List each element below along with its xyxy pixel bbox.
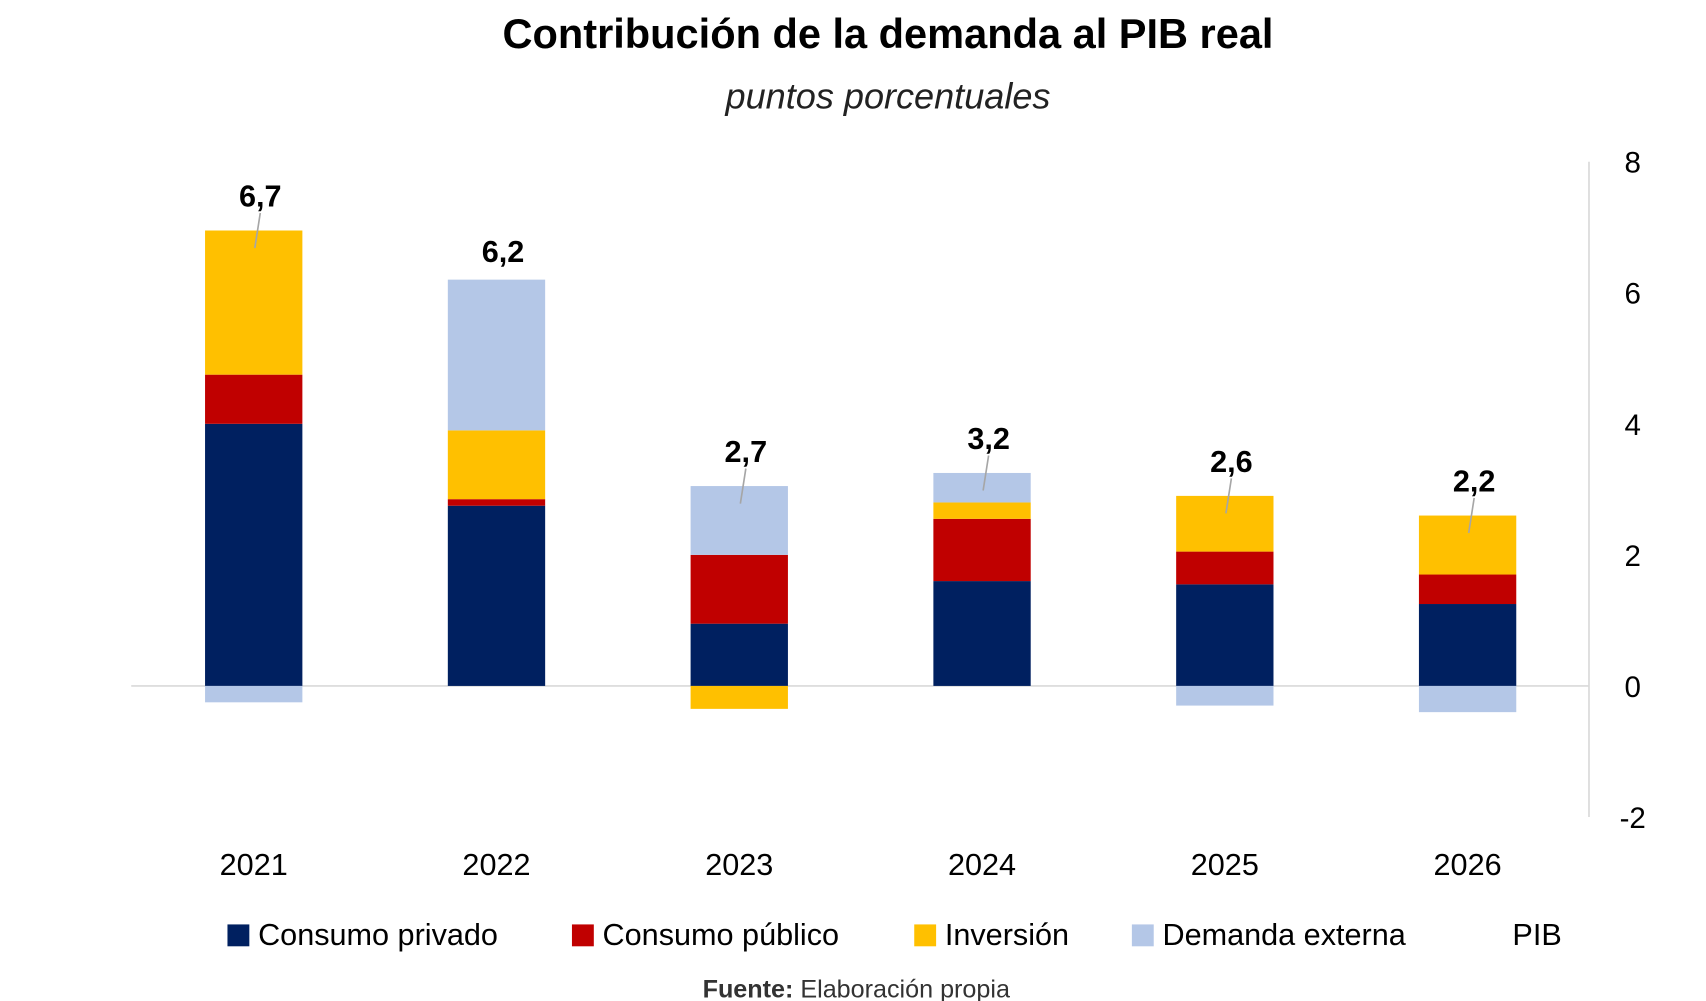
y-tick-label: 4 xyxy=(1625,409,1641,442)
legend-swatch xyxy=(571,924,594,947)
y-tick-label: -2 xyxy=(1620,802,1646,835)
pib-data-label: 6,7 xyxy=(239,179,282,213)
bar-segment-inversi-n xyxy=(447,430,546,500)
bar-segment-demanda-externa xyxy=(1418,685,1517,713)
legend: Consumo privado Consumo público Inversión D… xyxy=(227,918,1562,952)
legend-label: Inversión xyxy=(945,918,1069,952)
pib-data-label: 3,2 xyxy=(967,422,1010,456)
legend-label: PIB xyxy=(1512,918,1561,952)
pib-data-label: 2,6 xyxy=(1210,445,1253,479)
bar-segment-demanda-externa xyxy=(933,472,1031,503)
bar-segment-consumo-p-blico xyxy=(690,554,788,624)
bar-segment-inversi-n xyxy=(690,685,788,709)
bar-segment-consumo-privado xyxy=(1418,604,1517,686)
bar-segment-demanda-externa xyxy=(205,685,303,703)
x-tick-label: 2024 xyxy=(948,848,1016,882)
x-tick-label: 2023 xyxy=(705,848,773,882)
bar-segment-inversi-n xyxy=(933,502,1031,519)
bar-segment-inversi-n xyxy=(205,230,303,375)
bar-segment-consumo-privado xyxy=(205,423,303,686)
bar-segment-inversi-n xyxy=(1176,495,1274,552)
y-tick-label: 8 xyxy=(1625,147,1641,180)
pib-data-label: 2,7 xyxy=(725,435,768,469)
x-tick-label: 2021 xyxy=(220,848,288,882)
plot-area: 6,7 6,2 2,7 3,2 2,6 2,2 xyxy=(131,179,1589,713)
x-tick-label: 2026 xyxy=(1434,848,1502,882)
bar-segment-demanda-externa xyxy=(447,279,546,431)
pib-leader-line xyxy=(1225,478,1233,514)
pib-leader-line xyxy=(253,212,262,249)
y-tick-label: 6 xyxy=(1625,278,1641,311)
y-tick-label: 0 xyxy=(1625,671,1641,704)
y-tick-label: 2 xyxy=(1625,540,1641,573)
bar-segment-inversi-n xyxy=(1418,515,1517,575)
legend-swatch xyxy=(1131,924,1154,947)
legend-label: Demanda externa xyxy=(1162,918,1406,952)
pib-leader-line xyxy=(982,455,990,491)
source-text: Elaboración propia xyxy=(793,976,1010,1001)
pib-leader-line xyxy=(1467,497,1475,534)
bar-segment-consumo-privado xyxy=(1176,584,1274,686)
bar-segment-consumo-p-blico xyxy=(933,518,1031,582)
bar-segment-demanda-externa xyxy=(1176,685,1274,706)
bar-segment-consumo-p-blico xyxy=(205,374,303,424)
source-label: Fuente: xyxy=(703,976,794,1001)
legend-label: Consumo privado xyxy=(258,918,498,952)
bar-segment-consumo-privado xyxy=(690,623,788,686)
x-tick-label: 2025 xyxy=(1191,848,1259,882)
bar-segment-consumo-p-blico xyxy=(1418,574,1517,605)
bar-segment-consumo-privado xyxy=(933,581,1031,686)
bar-segment-consumo-p-blico xyxy=(447,499,546,506)
y-axis: 8 6 4 2 0 -2 xyxy=(1588,147,1646,835)
legend-swatch xyxy=(914,924,937,947)
x-tick-label: 2022 xyxy=(462,848,530,882)
bar-segment-consumo-privado xyxy=(447,505,546,686)
bar-segment-demanda-externa xyxy=(690,486,788,555)
bar-segment-consumo-p-blico xyxy=(1176,551,1274,585)
legend-swatch xyxy=(227,924,250,947)
chart-subtitle: puntos porcentuales xyxy=(725,75,1051,116)
pib-leader-line xyxy=(739,468,747,504)
x-axis: 2021 2022 2023 2024 2025 2026 xyxy=(220,848,1502,882)
legend-label: Consumo público xyxy=(603,918,839,952)
pib-data-label: 2,2 xyxy=(1453,464,1496,498)
pib-data-label: 6,2 xyxy=(482,235,525,269)
source-note: Fuente: Elaboración propia xyxy=(703,976,1010,1001)
chart-title: Contribución de la demanda al PIB real xyxy=(503,10,1274,57)
